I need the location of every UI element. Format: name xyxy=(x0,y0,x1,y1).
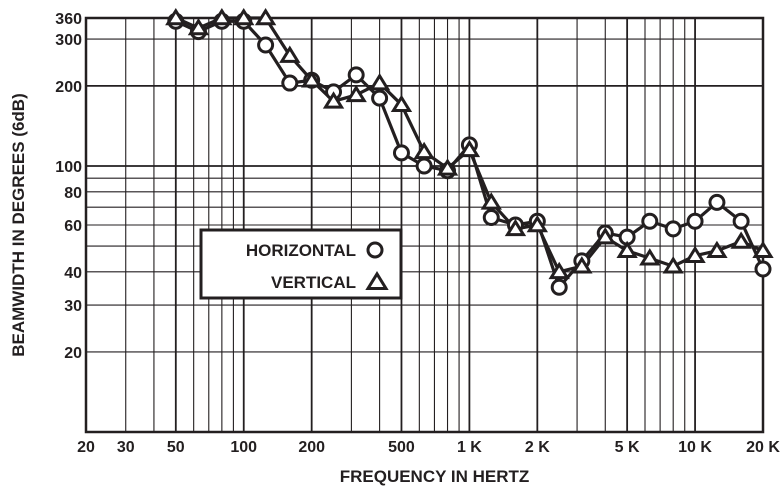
data-point-horizontal xyxy=(754,260,772,278)
data-point-horizontal xyxy=(415,157,433,175)
data-point-vertical xyxy=(684,245,706,263)
data-point-horizontal xyxy=(550,278,568,296)
data-point-vertical xyxy=(526,214,549,233)
data-point-vertical xyxy=(616,240,638,259)
data-point-horizontal xyxy=(257,36,275,54)
y-axis-title: BEAMWIDTH IN DEGREES (6dB) xyxy=(9,93,28,357)
data-point-vertical xyxy=(254,7,277,26)
data-point-vertical xyxy=(730,231,752,249)
data-point-horizontal xyxy=(482,209,500,227)
data-point-vertical xyxy=(639,248,661,266)
x-axis-title: FREQUENCY IN HERTZ xyxy=(340,467,530,486)
data-point-horizontal xyxy=(371,89,389,107)
data-point-vertical xyxy=(322,91,345,109)
data-point-vertical xyxy=(571,256,593,274)
x-tick-label: 20 K xyxy=(746,439,780,456)
data-point-vertical xyxy=(233,7,255,26)
data-point-vertical xyxy=(187,17,210,36)
x-tick-label: 100 xyxy=(230,439,257,456)
data-point-vertical xyxy=(211,7,233,26)
data-point-horizontal xyxy=(347,66,365,84)
data-point-horizontal xyxy=(281,74,299,92)
legend: HORIZONTAL VERTICAL xyxy=(199,228,403,300)
x-tick-label: 20 xyxy=(77,439,95,456)
data-point-vertical xyxy=(279,45,301,63)
x-tick-label: 200 xyxy=(298,439,325,456)
data-point-horizontal xyxy=(686,212,704,230)
y-tick-label: 80 xyxy=(64,185,82,202)
legend-label-horizontal: HORIZONTAL xyxy=(246,241,356,260)
data-point-horizontal xyxy=(732,212,750,230)
x-tick-label: 5 K xyxy=(615,439,640,456)
y-tick-label: 60 xyxy=(64,218,82,235)
y-tick-label: 200 xyxy=(55,79,82,96)
data-point-vertical xyxy=(504,218,527,237)
y-tick-label: 300 xyxy=(55,32,82,49)
x-tick-label: 10 K xyxy=(678,439,712,456)
data-point-vertical xyxy=(480,192,502,210)
data-point-vertical xyxy=(706,240,728,259)
data-point-vertical xyxy=(436,158,459,176)
data-point-vertical xyxy=(390,94,413,112)
data-point-vertical xyxy=(752,240,774,259)
plot-frame xyxy=(84,16,765,434)
y-tick-label: 40 xyxy=(64,265,82,282)
x-tick-labels: 20 30 50 100 200 500 1 K 2 K 5 K 10 K 20 K xyxy=(77,439,780,456)
y-tick-label: 30 xyxy=(64,298,82,315)
legend-label-vertical: VERTICAL xyxy=(271,273,356,292)
data-point-horizontal xyxy=(664,220,682,238)
data-point-vertical xyxy=(345,84,367,103)
x-tick-label: 2 K xyxy=(525,439,550,456)
data-point-vertical xyxy=(548,261,570,280)
x-tick-label: 500 xyxy=(388,439,415,456)
data-point-horizontal xyxy=(392,144,410,162)
data-point-vertical xyxy=(662,256,684,274)
data-point-horizontal xyxy=(641,212,659,230)
legend-marker-circle xyxy=(366,241,384,259)
data-point-vertical xyxy=(594,227,616,245)
data-point-vertical xyxy=(368,72,391,91)
data-point-vertical xyxy=(300,70,323,88)
x-tick-label: 50 xyxy=(167,439,185,456)
data-point-horizontal xyxy=(708,193,726,211)
legend-marker-triangle xyxy=(365,271,389,290)
data-point-vertical xyxy=(165,7,187,26)
y-tick-label: 20 xyxy=(64,345,82,362)
series-layer xyxy=(165,7,774,296)
y-tick-labels: 360 300 200 100 80 60 40 30 20 xyxy=(55,11,82,362)
data-point-vertical xyxy=(413,141,435,160)
y-tick-label: 360 xyxy=(55,11,82,28)
x-tick-label: 30 xyxy=(117,439,135,456)
x-tick-label: 1 K xyxy=(457,439,482,456)
y-tick-label: 100 xyxy=(55,159,82,176)
data-point-vertical xyxy=(458,139,481,158)
